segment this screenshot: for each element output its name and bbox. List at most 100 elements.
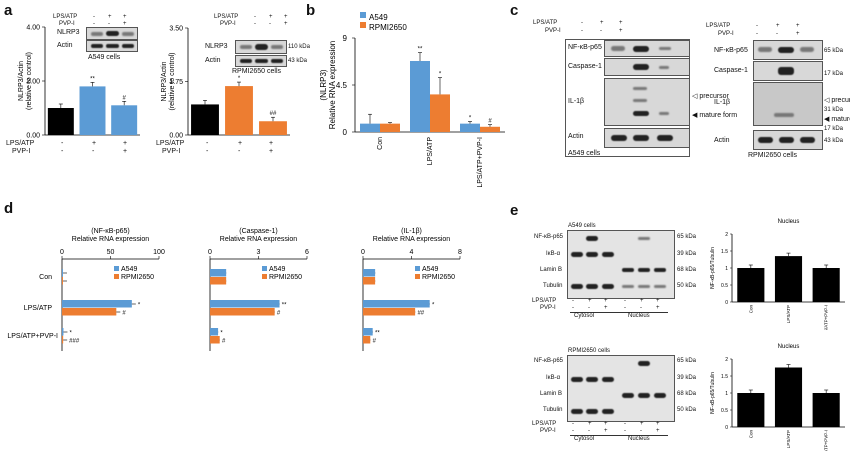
a-right-ytick-label: 0.00 (169, 133, 183, 140)
a-left-pvp-3: + (123, 21, 127, 27)
d-bar (210, 336, 220, 344)
b-bar (460, 123, 480, 132)
d-legend-label: A549 (422, 266, 438, 273)
panel-a: 4.00 2.00 0.00 ** # NLRP3/Actin (relative to c… (0, 0, 310, 195)
d-xtick-label: 0 (361, 249, 365, 256)
e-bottom-xtick-label: LPS/ATP+PVP-I (824, 430, 829, 451)
a-left-lps-3: + (123, 14, 127, 20)
e-top-pvp-3: + (604, 305, 608, 311)
e-top-lps-5: + (640, 298, 644, 304)
b-legend-label: A549 (369, 13, 388, 22)
a-right-lps-1: - (254, 14, 256, 20)
e-top-cell-label: A549 cells (568, 223, 596, 229)
c-right-lps-3: + (796, 23, 800, 29)
a-left-bar (79, 86, 106, 135)
e-bottom-kda-3: 68 kDa (677, 391, 697, 397)
c-right-casp-kda: 17 kDa (824, 71, 844, 77)
a-right-actin-label: Actin (205, 57, 221, 64)
e-bottom-lamin-label: Lamin B (540, 391, 563, 397)
a-left-x-pvp-1: - (61, 148, 64, 155)
e-bottom-bar (812, 393, 840, 427)
c-right-casp-label: Caspase-1 (714, 67, 748, 74)
d-legend-swatch (262, 274, 267, 279)
a-left-bar (111, 105, 138, 135)
e-bottom-tubulin-label: Tubulin (543, 407, 563, 413)
a-right-pvp-label: PVP-I (220, 21, 236, 27)
d-legend-swatch (415, 274, 420, 279)
c-left-casp-blot (604, 58, 690, 76)
e-top-cols: LPS/ATP - + + - + + PVP-I - - + - - + Cy… (532, 298, 682, 320)
a-left-xrows: LPS/ATP - + + PVP-I - - + (6, 140, 146, 156)
d-legend-swatch (262, 266, 267, 271)
e-top-ytick-label: 0.5 (721, 283, 728, 289)
e-bottom-cell-label: RPMI2650 cells (568, 348, 611, 354)
e-bottom-lps-5: + (640, 421, 644, 427)
panel-c: LPS/ATP - + + PVP-I - - + NF-κB-p65 Casp… (510, 0, 850, 200)
d-bar (210, 300, 280, 308)
b-bar (410, 60, 430, 132)
c-right-pvp: PVP-I (718, 31, 734, 37)
e-bottom-ytick-label: 0.5 (721, 408, 728, 414)
a-left-lps-1: - (93, 14, 95, 20)
c-right-actin-blot (753, 130, 823, 150)
d-xtick-label: 100 (153, 249, 165, 256)
d-legend-label: RPMI2650 (269, 274, 302, 281)
e-top-pvp-4: - (624, 305, 626, 311)
e-top-pvp-2: - (588, 305, 590, 311)
a-left-nlrp3-label: NLRP3 (57, 29, 80, 36)
a-right-sig-label: * (238, 76, 241, 82)
d-xtick-label: 50 (107, 249, 115, 256)
e-bottom-pvp-1: - (572, 428, 574, 434)
d-sig-label: * (220, 331, 223, 337)
d-title-1: (IL-1β) (401, 228, 422, 235)
a-right-nlrp3-label: NLRP3 (205, 43, 228, 50)
e-top-ikb-label: IκB-α (546, 251, 561, 257)
a-right-x-pvp: PVP-I (162, 148, 181, 155)
e-bottom-ylabel: NF-κB-p65/Tubulin (710, 372, 716, 414)
c-left-nfkb-label: NF-κB-p65 (568, 44, 602, 51)
a-right-chart: 3.50 1.75 0.00 * ## NLRP3/Actin (relative to c… (161, 26, 290, 140)
e-bottom-ikb-label: IκB-α (546, 375, 561, 381)
c-left-il1b-blot (604, 78, 690, 126)
d-bar (363, 336, 371, 344)
e-top-lps-3: + (604, 298, 608, 304)
c-right-lps: LPS/ATP (706, 23, 731, 29)
b-ytick-label: 4.5 (336, 81, 348, 90)
e-top-title: Nucleus (778, 219, 800, 225)
e-top-lps-4: - (624, 298, 626, 304)
a-left-x-lps: LPS/ATP (6, 140, 35, 147)
a-right-cell-label: RPMI2650 cells (232, 68, 282, 75)
e-top-lamin-label: Lamin B (540, 267, 563, 273)
a-left-x-lps-2: + (92, 140, 97, 147)
e-bottom-lps: LPS/ATP (532, 421, 557, 427)
a-right-x-pvp-1: - (206, 148, 209, 155)
a-right-ytick-label: 3.50 (169, 26, 183, 33)
a-right-ylabel-2: (relative to control) (169, 53, 176, 111)
b-sig-label: * (469, 116, 472, 122)
a-right-bar (225, 86, 253, 135)
a-right-x-lps-2: + (238, 140, 243, 147)
e-bottom-pvp-5: - (640, 428, 642, 434)
d-legend-label: A549 (121, 266, 137, 273)
e-bottom-kda-1: 65 kDa (677, 358, 697, 364)
a-left-nlrp3-blot (86, 27, 138, 40)
d-title-2: Relative RNA expression (72, 236, 150, 243)
c-right-nfkb-kda: 65 kDa (824, 48, 844, 54)
c-left-pvp-2: - (600, 28, 602, 34)
d-legend-swatch (114, 266, 119, 271)
c-right-pvp-1: - (756, 31, 758, 37)
a-left-pvp-2: - (108, 21, 110, 27)
e-top-ytick-label: 0 (725, 300, 728, 306)
d-bar (62, 269, 63, 277)
d-sig-label: * (432, 303, 435, 309)
a-right-nlrp3-kda: 110 kDa (288, 44, 310, 50)
d-xtick-label: 6 (305, 249, 309, 256)
c-right-lps-1: - (756, 23, 758, 29)
e-top-kda-3: 68 kDa (677, 267, 697, 273)
e-bottom-ytick-label: 1.5 (721, 374, 728, 380)
c-left-lps-3: + (619, 20, 623, 26)
e-top-ytick-label: 1 (725, 266, 728, 272)
d-bar (363, 300, 430, 308)
c-right-nfkb-label: NF-κB-p65 (714, 47, 748, 54)
d-bar (363, 277, 376, 285)
